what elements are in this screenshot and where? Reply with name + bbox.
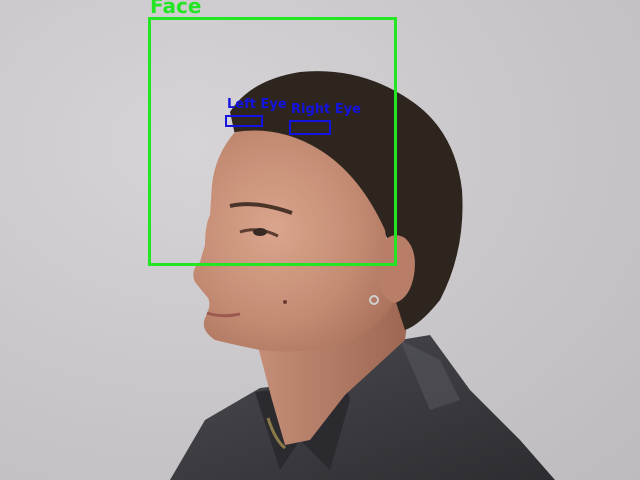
face <box>193 130 395 352</box>
right-eye-detection-box <box>289 120 331 135</box>
face-detection-box <box>148 17 397 266</box>
right-eye-detection-label: Right Eye <box>291 102 361 117</box>
ear <box>378 235 415 303</box>
necklace <box>266 417 286 450</box>
face-detection-label: Face <box>150 0 202 18</box>
earring <box>369 295 379 305</box>
left-eye-detection-box <box>225 115 263 127</box>
left-eye-detection-label: Left Eye <box>227 97 287 112</box>
